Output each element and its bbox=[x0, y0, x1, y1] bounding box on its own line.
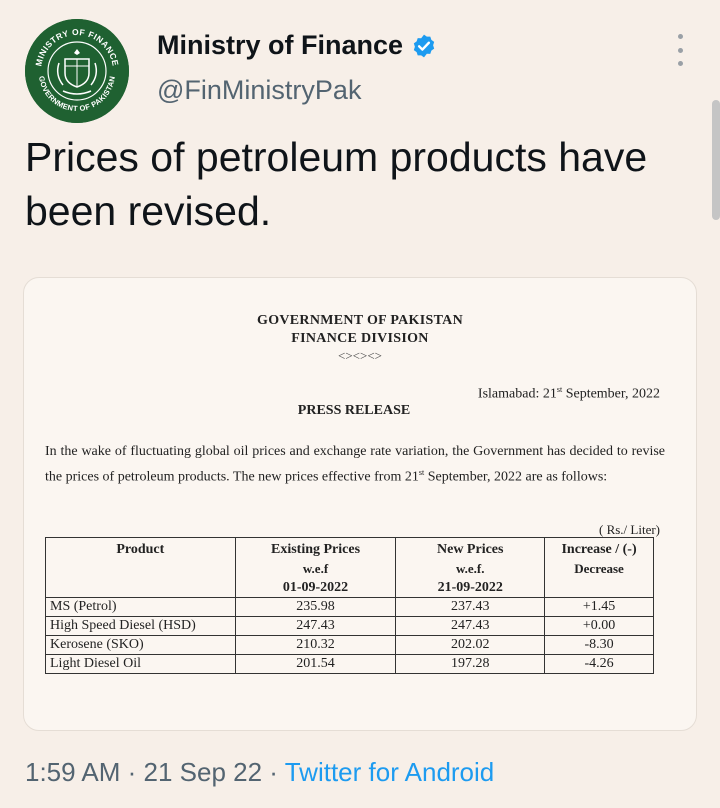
tweet-text: Prices of petroleum products have been r… bbox=[25, 134, 648, 234]
table-row: Light Diesel Oil 201.54 197.28 -4.26 bbox=[45, 654, 654, 674]
account-name-row: Ministry of Finance bbox=[157, 30, 437, 61]
new-price-cell: 237.43 bbox=[395, 597, 546, 617]
change-cell: -8.30 bbox=[544, 635, 654, 655]
new-price-cell: 247.43 bbox=[395, 616, 546, 636]
product-cell: Kerosene (SKO) bbox=[45, 635, 236, 655]
account-name[interactable]: Ministry of Finance bbox=[157, 30, 404, 60]
document-dateline: Islamabad: 21st September, 2022 bbox=[477, 385, 660, 402]
more-options-icon[interactable] bbox=[670, 30, 690, 70]
table-row: Kerosene (SKO) 210.32 202.02 -8.30 bbox=[45, 635, 654, 655]
table-row: MS (Petrol) 235.98 237.43 +1.45 bbox=[45, 597, 654, 617]
government-emblem-icon: MINISTRY OF FINANCE GOVERNMENT OF PAKIST… bbox=[25, 19, 129, 123]
change-cell: +1.45 bbox=[544, 597, 654, 617]
column-header-existing-prices: Existing Prices w.e.f 01-09-2022 bbox=[234, 537, 397, 598]
new-price-cell: 202.02 bbox=[395, 635, 546, 655]
table-row: High Speed Diesel (HSD) 247.43 247.43 +0… bbox=[45, 616, 654, 636]
change-cell: -4.26 bbox=[544, 654, 654, 674]
press-release-document: GOVERNMENT OF PAKISTAN FINANCE DIVISION … bbox=[24, 278, 696, 730]
price-table: Product Existing Prices w.e.f 01-09-2022… bbox=[45, 537, 654, 674]
new-price-cell: 197.28 bbox=[395, 654, 546, 674]
column-header-new-prices: New Prices w.e.f. 21-09-2022 bbox=[395, 537, 546, 598]
document-ornament: <><><> bbox=[338, 348, 382, 363]
document-header-division: FINANCE DIVISION bbox=[291, 331, 429, 346]
column-header-product: Product bbox=[45, 537, 236, 598]
tweet-timestamp: 1:59 AM · 21 Sep 22 · Twitter for Androi… bbox=[25, 757, 495, 787]
column-header-change: Increase / (-) Decrease bbox=[544, 537, 654, 598]
existing-price-cell: 210.32 bbox=[234, 635, 397, 655]
press-release-title: PRESS RELEASE bbox=[297, 403, 411, 418]
product-cell: MS (Petrol) bbox=[45, 597, 236, 617]
tweet-time[interactable]: 1:59 AM bbox=[25, 757, 121, 787]
product-cell: Light Diesel Oil bbox=[45, 654, 236, 674]
price-unit-label: ( Rs./ Liter) bbox=[598, 522, 660, 537]
product-cell: High Speed Diesel (HSD) bbox=[45, 616, 236, 636]
existing-price-cell: 201.54 bbox=[234, 654, 397, 674]
price-table-header: Product Existing Prices w.e.f 01-09-2022… bbox=[45, 537, 654, 598]
scrollbar[interactable] bbox=[712, 100, 720, 220]
change-cell: +0.00 bbox=[544, 616, 654, 636]
document-body-text: In the wake of fluctuating global oil pr… bbox=[45, 444, 665, 485]
document-header-government: GOVERNMENT OF PAKISTAN bbox=[257, 313, 463, 328]
tweet-image[interactable]: GOVERNMENT OF PAKISTAN FINANCE DIVISION … bbox=[23, 277, 697, 731]
avatar[interactable]: MINISTRY OF FINANCE GOVERNMENT OF PAKIST… bbox=[25, 19, 129, 123]
existing-price-cell: 247.43 bbox=[234, 616, 397, 636]
existing-price-cell: 235.98 bbox=[234, 597, 397, 617]
verified-badge-icon bbox=[413, 34, 435, 57]
tweet-source-link[interactable]: Twitter for Android bbox=[284, 757, 495, 787]
account-handle[interactable]: @FinMinistryPak bbox=[157, 75, 362, 105]
tweet-date[interactable]: 21 Sep 22 bbox=[143, 757, 263, 787]
